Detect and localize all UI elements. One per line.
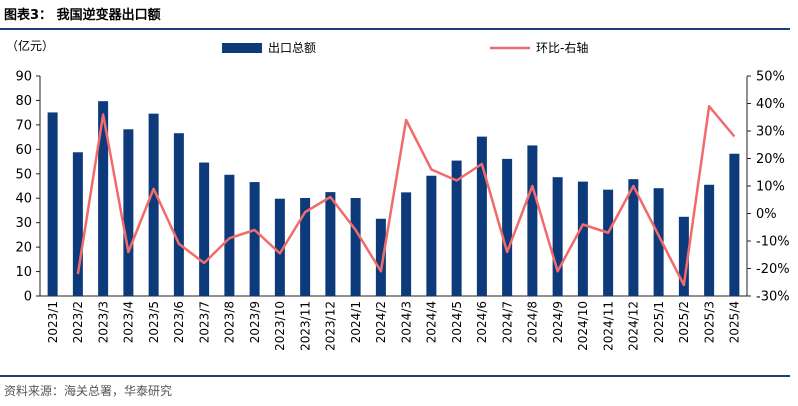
bar: [552, 177, 563, 296]
bar: [401, 192, 412, 296]
x-tick-label: 2023/10: [273, 301, 287, 351]
x-tick-label: 2025/1: [652, 301, 666, 343]
bar: [148, 113, 159, 297]
x-tick-label: 2024/3: [399, 301, 413, 343]
x-tick-label: 2023/3: [96, 301, 110, 343]
x-tick-label: 2023/5: [147, 301, 161, 343]
x-tick-label: 2024/8: [526, 301, 540, 343]
figure-title: 图表3： 我国逆变器出口额: [4, 8, 161, 23]
tick-labels: 0 10 20 30 40 50 60 70 80 90 -30% -20% -10% 0% 10% 20% 3…: [15, 70, 789, 351]
right-tick-label: 0%: [756, 207, 777, 222]
legend: 出口总额 环比-右轴: [222, 40, 588, 55]
left-tick-label: 60: [15, 143, 32, 158]
x-tick-label: 2023/7: [197, 301, 211, 343]
bar: [476, 136, 487, 296]
right-tick-label: 40%: [756, 97, 785, 112]
right-tick-label: 20%: [756, 152, 785, 167]
bar: [451, 160, 462, 296]
legend-line-label: 环比-右轴: [536, 40, 588, 55]
left-tick-label: 50: [15, 167, 32, 182]
x-tick-label: 2024/6: [475, 301, 489, 343]
bottom-rule: [0, 375, 790, 377]
x-tick-label: 2024/4: [425, 301, 439, 343]
left-tick-label: 80: [15, 94, 32, 109]
x-tick-label: 2023/11: [298, 301, 312, 351]
bar: [47, 112, 58, 296]
left-tick-label: 40: [15, 192, 32, 207]
bar: [274, 198, 285, 296]
bar: [350, 197, 361, 296]
x-tick-label: 2025/4: [728, 301, 742, 343]
bar: [224, 174, 235, 296]
bar: [678, 216, 689, 296]
left-tick-label: 0: [24, 290, 32, 305]
bar: [502, 158, 513, 296]
top-rule: [0, 28, 790, 30]
bars: [47, 101, 740, 297]
bar: [375, 218, 386, 296]
bar: [628, 179, 639, 296]
bar: [199, 162, 210, 296]
x-tick-label: 2023/4: [122, 301, 136, 343]
bar: [704, 184, 715, 296]
left-tick-label: 30: [15, 216, 32, 231]
bar: [98, 101, 109, 296]
left-tick-label: 20: [15, 241, 32, 256]
x-tick-label: 2024/10: [576, 301, 590, 351]
left-tick-label: 10: [15, 265, 32, 280]
bar: [249, 182, 260, 296]
x-tick-label: 2024/11: [601, 301, 615, 351]
x-tick-label: 2023/2: [71, 301, 85, 343]
right-tick-label: 10%: [756, 180, 785, 195]
bar: [729, 153, 740, 296]
x-tick-label: 2025/2: [677, 301, 691, 343]
y-unit-label: （亿元）: [6, 38, 54, 53]
right-tick-label: -20%: [756, 262, 790, 277]
bar: [527, 145, 538, 296]
x-tick-label: 2024/2: [374, 301, 388, 343]
bar: [426, 175, 437, 296]
bar: [603, 189, 614, 296]
x-tick-label: 2024/12: [627, 301, 641, 351]
right-tick-label: -30%: [756, 290, 790, 305]
bar: [653, 188, 664, 296]
x-tick-label: 2023/6: [172, 301, 186, 343]
x-tick-label: 2024/7: [500, 301, 514, 343]
bar: [300, 197, 311, 296]
right-tick-label: 50%: [756, 70, 785, 85]
bar: [325, 192, 336, 296]
x-tick-label: 2023/8: [223, 301, 237, 343]
legend-bar-swatch: [222, 43, 262, 53]
left-tick-label: 90: [15, 70, 32, 85]
left-tick-label: 70: [15, 118, 32, 133]
mom-line: [76, 105, 736, 287]
x-tick-label: 2024/5: [450, 301, 464, 343]
bar: [72, 152, 83, 296]
x-tick-label: 2024/1: [349, 301, 363, 343]
bar: [123, 129, 134, 296]
x-tick-label: 2023/9: [248, 301, 262, 343]
x-tick-label: 2024/9: [551, 301, 565, 343]
bar: [173, 133, 184, 296]
bar: [577, 181, 588, 296]
legend-bar-label: 出口总额: [268, 41, 316, 55]
x-tick-label: 2023/12: [324, 301, 338, 351]
axes: [36, 75, 751, 297]
right-tick-label: -10%: [756, 235, 790, 250]
x-tick-label: 2023/1: [46, 301, 60, 343]
source-note: 资料来源：海关总署，华泰研究: [4, 384, 173, 398]
x-tick-label: 2025/3: [702, 301, 716, 343]
right-tick-label: 30%: [756, 125, 785, 140]
